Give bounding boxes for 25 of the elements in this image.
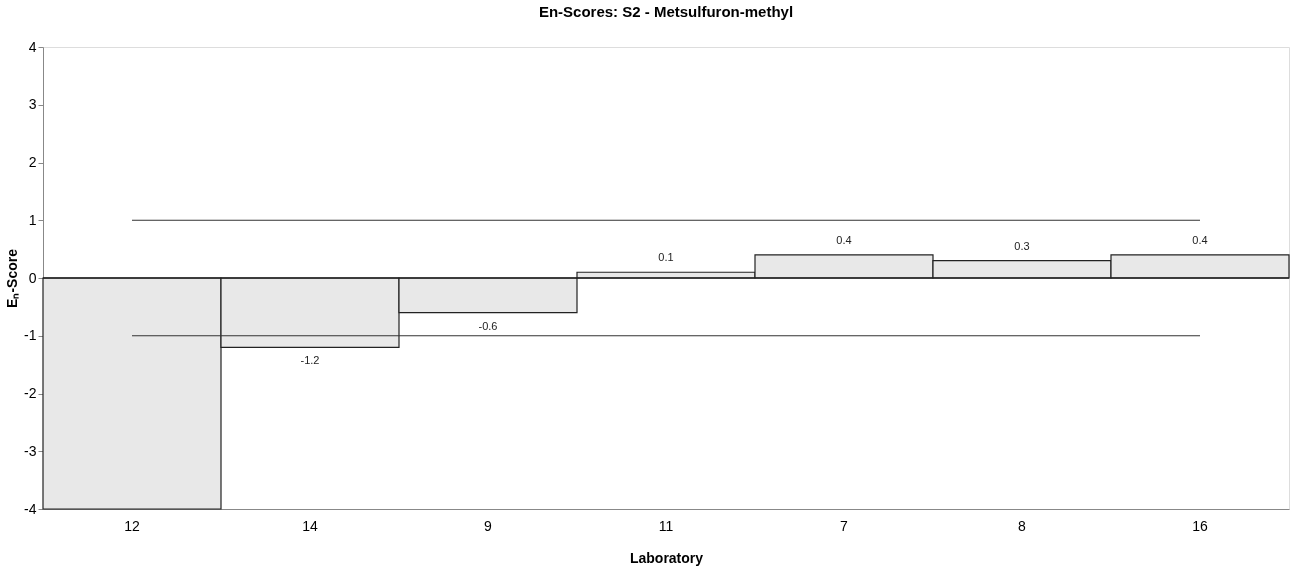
y-axis-title: Eₙ-Score bbox=[4, 248, 21, 308]
y-tick-label: 1 bbox=[28, 211, 37, 228]
x-axis-title: Laboratory bbox=[629, 549, 704, 566]
data-label: 0.3 bbox=[1014, 239, 1030, 252]
y-tick-label: -4 bbox=[24, 500, 37, 517]
y-tick-label: 0 bbox=[28, 269, 37, 286]
x-tick-label: 14 bbox=[302, 517, 318, 534]
data-label: 0.4 bbox=[1192, 233, 1208, 246]
chart-title: En-Scores: S2 - Metsulfuron-methyl bbox=[538, 3, 794, 20]
x-tick-label: 8 bbox=[1018, 517, 1027, 534]
y-tick-label: 2 bbox=[28, 154, 37, 170]
x-tick-label: 9 bbox=[484, 517, 493, 534]
data-label: 0.4 bbox=[836, 233, 852, 246]
x-tick-label: 11 bbox=[658, 517, 674, 534]
x-tick-label: 12 bbox=[124, 517, 140, 534]
y-tick-label: -1 bbox=[24, 327, 37, 344]
data-label: 0.1 bbox=[658, 251, 674, 264]
y-tick-label: 3 bbox=[28, 96, 37, 113]
x-tick-label: 16 bbox=[1192, 517, 1208, 534]
y-tick-label: 4 bbox=[28, 38, 37, 55]
y-tick-label: -3 bbox=[24, 442, 37, 459]
data-label: -1.2 bbox=[300, 354, 320, 367]
data-label: -0.6 bbox=[478, 319, 498, 332]
x-tick-label: 7 bbox=[840, 517, 849, 534]
y-tick-label: -2 bbox=[24, 385, 37, 401]
